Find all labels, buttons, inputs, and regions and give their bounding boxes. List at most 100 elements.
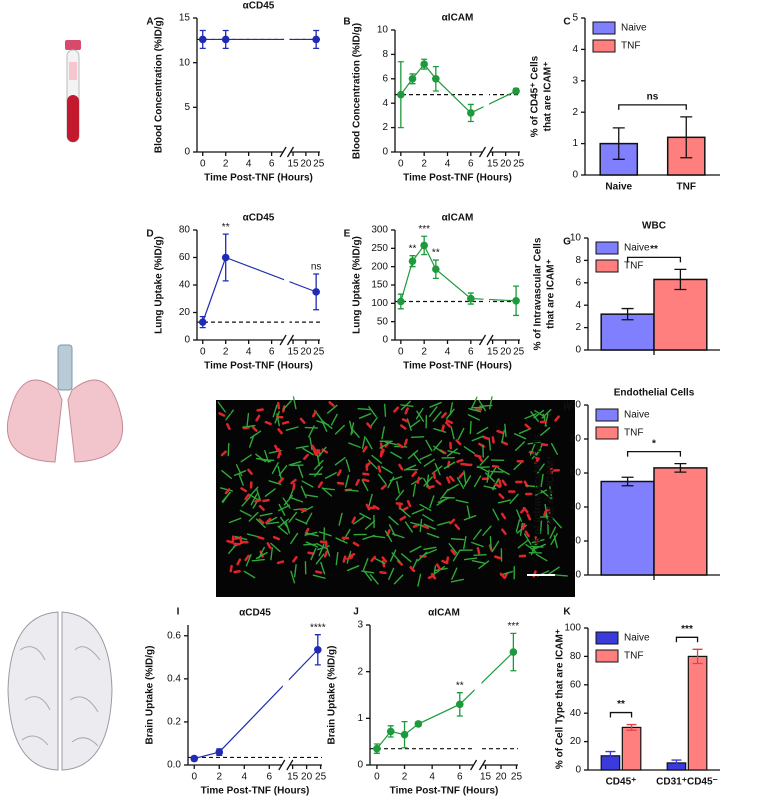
micrograph-vessel — [377, 473, 387, 485]
micrograph-cell — [351, 516, 356, 524]
micrograph-vessel — [303, 543, 317, 546]
micrograph-vessel — [285, 520, 291, 534]
micrograph-vessel — [288, 461, 302, 466]
micrograph-vessel — [309, 436, 313, 451]
micrograph-vessel — [517, 539, 529, 549]
data-point — [198, 35, 207, 44]
micrograph-cell — [315, 570, 323, 574]
x-tick-label: 20 — [301, 772, 313, 783]
micrograph-vessel — [335, 551, 339, 566]
y-axis-label: Lung Uptake (%ID/g) — [154, 236, 165, 334]
legend-swatch — [595, 259, 619, 273]
data-point — [312, 35, 320, 44]
micrograph-vessel — [330, 413, 338, 426]
chart-title: αCD45 — [243, 213, 275, 224]
micrograph-cell — [342, 555, 347, 563]
micrograph-cell — [255, 414, 261, 422]
micrograph-vessel — [362, 557, 369, 571]
y-axis-label: % of CD45⁺ Cells — [530, 55, 541, 137]
micrograph-vessel — [400, 508, 411, 518]
micrograph-cell — [496, 429, 504, 434]
micrograph-vessel — [248, 493, 260, 502]
micrograph-vessel — [290, 497, 304, 503]
micrograph-vessel — [300, 485, 307, 499]
y-tick-label: 10 — [179, 57, 191, 68]
micrograph-vessel — [305, 512, 313, 525]
micrograph-cell — [445, 419, 454, 424]
y-tick-label: 0 — [382, 147, 388, 158]
x-tick-label: TNF — [677, 182, 696, 193]
micrograph-vessel — [463, 446, 476, 455]
micrograph-vessel — [533, 409, 545, 419]
legend-label: TNF — [624, 261, 643, 272]
micrograph-cell — [323, 550, 328, 558]
axis-break — [486, 146, 494, 158]
micrograph-vessel — [391, 552, 401, 563]
micrograph-vessel — [483, 485, 497, 490]
micrograph-cell — [380, 484, 387, 490]
micrograph-vessel — [246, 412, 250, 427]
micrograph-vessel — [316, 452, 321, 467]
micrograph-cell — [526, 513, 532, 521]
micrograph-vessel — [419, 503, 432, 512]
break-gap — [284, 226, 290, 334]
x-tick-label: 15 — [487, 347, 499, 358]
micrograph-cell — [236, 558, 242, 566]
y-tick-label: 40 — [570, 708, 582, 719]
y-tick-label: 20 — [179, 307, 191, 318]
y-tick-label: 0 — [575, 345, 581, 356]
x-axis-label: Time Post-TNF (Hours) — [201, 786, 310, 797]
micrograph-vessel — [387, 476, 395, 489]
micrograph-vessel — [548, 566, 560, 575]
micrograph-cell — [543, 509, 548, 517]
significance-label: ** — [456, 680, 464, 691]
y-tick-label: 4 — [572, 44, 578, 55]
micrograph-vessel — [471, 541, 484, 548]
micrograph-vessel — [321, 487, 335, 491]
significance-bracket — [626, 451, 682, 457]
micrograph-cell — [276, 560, 285, 565]
data-point — [512, 296, 520, 305]
micrograph-cell — [281, 420, 290, 425]
micrograph-vessel — [479, 455, 490, 466]
data-point — [467, 109, 475, 117]
micrograph-cell — [430, 572, 437, 580]
chart-title: αICAM — [428, 608, 460, 619]
legend-label: TNF — [621, 41, 640, 52]
micrograph-vessel — [536, 463, 545, 475]
micrograph-vessel — [467, 414, 480, 421]
micrograph-vessel — [352, 516, 365, 525]
micrograph-vessel — [358, 412, 372, 419]
error-bar — [605, 750, 616, 761]
micrograph-cell — [444, 421, 451, 428]
y-tick-label: 4 — [382, 98, 388, 109]
axis-break — [478, 334, 487, 346]
micrograph-vessel — [476, 426, 489, 435]
y-tick-label: 100 — [564, 623, 581, 634]
error-bar — [621, 307, 634, 321]
micrograph-vessel — [501, 429, 505, 443]
micrograph-vessel — [228, 517, 242, 524]
micrograph-vessel — [534, 410, 546, 418]
micrograph-vessel — [457, 427, 465, 440]
trachea — [57, 344, 73, 391]
micrograph-vessel — [277, 504, 291, 512]
micrograph-vessel — [359, 512, 372, 520]
significance-label: ** — [617, 699, 625, 710]
micrograph-vessel — [552, 518, 562, 529]
left-lung — [6, 379, 63, 463]
x-tick-label: 0 — [398, 159, 404, 170]
micrograph-cell — [299, 417, 306, 424]
axis-break — [279, 146, 287, 158]
data-point — [509, 648, 518, 656]
micrograph-cell — [278, 477, 284, 484]
micrograph-vessel — [272, 404, 278, 418]
micrograph-vessel — [271, 462, 279, 475]
panel-letter: H — [563, 403, 570, 414]
y-tick-label: 3 — [572, 75, 578, 86]
break-gap — [483, 26, 489, 146]
x-tick-label: 0 — [398, 347, 404, 358]
micrograph-vessel — [361, 435, 366, 450]
micrograph-cell — [396, 442, 404, 449]
y-tick-label: 0 — [184, 335, 190, 346]
